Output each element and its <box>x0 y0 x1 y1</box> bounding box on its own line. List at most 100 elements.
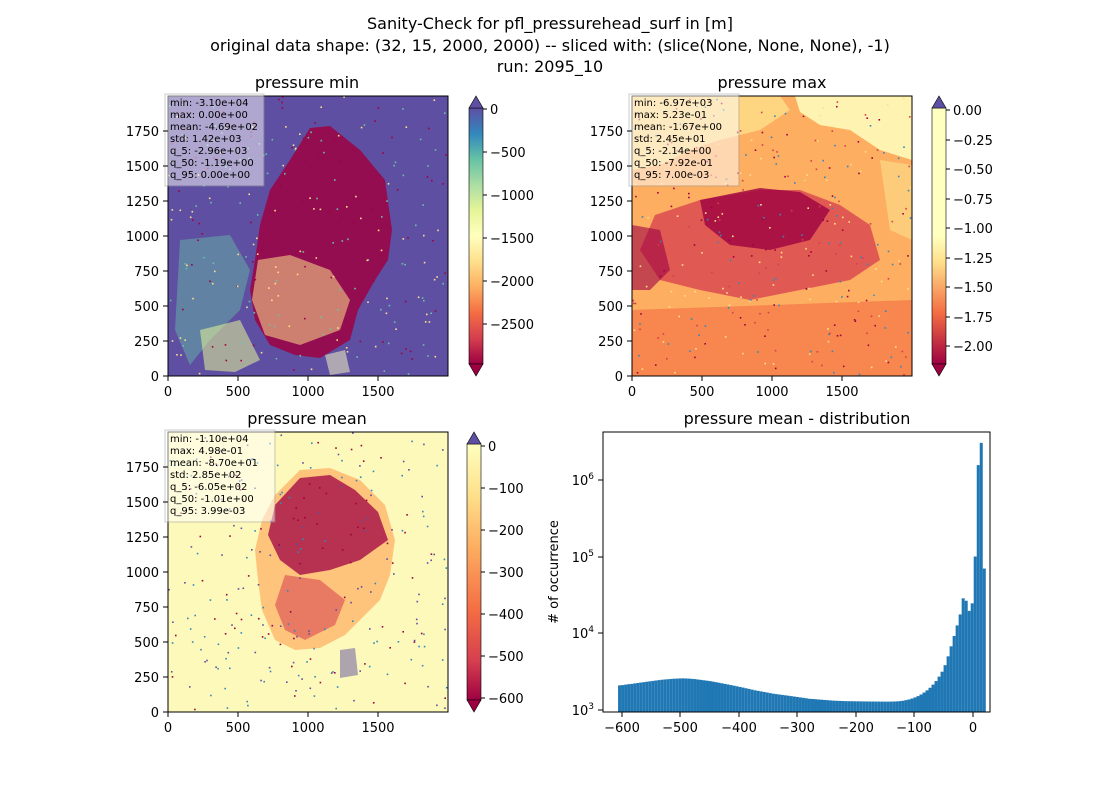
heatmap-speckle <box>209 280 211 283</box>
heatmap-speckle <box>681 264 684 266</box>
heatmap-speckle <box>805 288 808 290</box>
x-axis: 0 500 1000 1500 <box>628 376 859 400</box>
heatmap-speckle <box>822 159 824 162</box>
histogram-bar <box>853 701 857 712</box>
heatmap-speckle <box>780 251 783 254</box>
heatmap-speckle <box>339 160 342 162</box>
colorbar-tick-label: −2000 <box>490 275 534 290</box>
colorbar-extend-bottom <box>468 363 484 377</box>
heatmap-speckle <box>444 628 446 631</box>
heatmap-speckle <box>346 351 349 353</box>
heatmap-speckle <box>247 704 249 707</box>
heatmap-speckle <box>343 96 345 98</box>
heatmap-speckle <box>256 214 259 216</box>
x-axis: −600 −500 −400 −300 −200 −100 0 <box>604 712 977 736</box>
heatmap-speckle <box>714 220 717 222</box>
x-tick-label: −400 <box>721 721 757 736</box>
heatmap-speckle <box>374 120 376 122</box>
histogram-bar <box>949 646 953 712</box>
heatmap-speckle <box>332 275 335 278</box>
heatmap-speckle <box>773 304 775 306</box>
heatmap-speckle <box>310 368 313 371</box>
heatmap-speckle <box>280 434 283 437</box>
heatmap-speckle <box>189 216 192 219</box>
histogram-bar <box>838 700 842 712</box>
heatmap-speckle <box>428 321 431 323</box>
heatmap-speckle <box>394 161 397 164</box>
heatmap-speckle <box>397 641 400 643</box>
heatmap-speckle <box>320 139 323 142</box>
heatmap-speckle <box>370 489 373 492</box>
heatmap-speckle <box>760 204 762 206</box>
stats-line: min: -3.10e+04 <box>170 98 249 109</box>
heatmap-speckle <box>246 306 248 309</box>
x-tick-label: −600 <box>604 721 640 736</box>
heatmap-speckle <box>854 320 857 322</box>
heatmap-speckle <box>231 624 233 626</box>
histogram-bar <box>829 700 833 712</box>
heatmap-speckle <box>704 212 707 214</box>
heatmap-speckle <box>302 462 304 464</box>
heatmap-speckle <box>198 222 201 225</box>
histogram-bar <box>720 683 724 712</box>
heatmap-speckle <box>280 502 282 505</box>
heatmap-speckle <box>732 235 734 238</box>
histogram-bar <box>696 679 700 712</box>
heatmap-speckle <box>170 671 173 673</box>
heatmap-speckle <box>404 682 406 685</box>
stats-line: q_5: -6.05e+02 <box>170 482 247 493</box>
histogram-bar <box>892 701 896 712</box>
heatmap-speckle <box>313 647 315 650</box>
x-tick-label: 0 <box>628 385 636 400</box>
heatmap-speckle <box>423 645 426 648</box>
heatmap-speckle <box>351 252 353 255</box>
heatmap-speckle <box>224 344 227 346</box>
histogram-bar <box>705 680 709 712</box>
heatmap-speckle <box>391 529 393 531</box>
heatmap-speckle <box>772 149 774 152</box>
heatmap-speckle <box>841 296 843 298</box>
heatmap-speckle <box>409 350 412 353</box>
histogram-bar <box>895 701 899 712</box>
heatmap-speckle <box>836 215 838 217</box>
heatmap-speckle <box>809 298 811 301</box>
heatmap-speckle <box>765 267 767 270</box>
histogram-bar <box>922 692 926 712</box>
x-tick-label: 500 <box>226 385 251 400</box>
heatmap-speckle <box>876 149 879 151</box>
y-tick-label: 1000 <box>590 230 623 245</box>
heatmap-speckle <box>237 253 239 256</box>
heatmap-field <box>168 96 447 375</box>
heatmap-speckle <box>319 208 322 211</box>
heatmap-speckle <box>433 99 436 101</box>
heatmap-speckle <box>330 672 333 674</box>
heatmap-speckle <box>444 272 446 274</box>
heatmap-speckle <box>171 676 174 678</box>
heatmap-speckle <box>829 204 832 206</box>
heatmap-speckle <box>858 373 861 376</box>
heatmap-speckle <box>360 519 363 522</box>
y-tick-label: 0 <box>151 706 159 721</box>
heatmap-speckle <box>338 220 341 223</box>
heatmap-speckle <box>638 354 640 357</box>
heatmap-speckle <box>215 666 217 668</box>
heatmap-speckle <box>774 349 777 352</box>
y-tick-label: 1750 <box>126 125 159 140</box>
heatmap-speckle <box>275 357 278 360</box>
heatmap-speckle <box>848 221 850 223</box>
heatmap-speckle <box>176 354 178 356</box>
heatmap-speckle <box>359 670 361 672</box>
histogram-bar <box>835 700 839 712</box>
heatmap-speckle <box>256 253 259 255</box>
panel-title: pressure mean - distribution <box>684 409 911 428</box>
heatmap-speckle <box>836 335 839 337</box>
heatmap-speckle <box>182 345 184 347</box>
heatmap-speckle <box>337 309 339 311</box>
heatmap-speckle <box>274 209 276 212</box>
heatmap-speckle <box>695 348 697 350</box>
heatmap-speckle <box>865 299 868 302</box>
colorbar-tick-label: −2500 <box>490 318 534 333</box>
heatmap-speckle <box>261 636 264 638</box>
heatmap-speckle <box>322 333 325 336</box>
heatmap-speckle <box>694 356 696 359</box>
